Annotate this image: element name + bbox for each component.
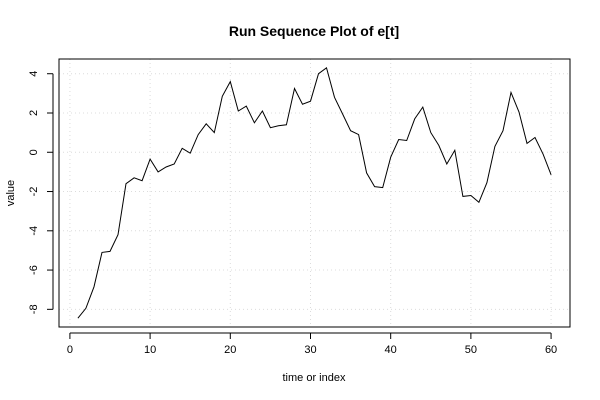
y-tick-label: -2 bbox=[28, 187, 40, 197]
x-tick-label: 50 bbox=[465, 344, 477, 356]
y-tick-label: 2 bbox=[28, 110, 40, 116]
y-tick-label: 0 bbox=[28, 149, 40, 155]
x-tick-label: 0 bbox=[67, 344, 73, 356]
series-line bbox=[77, 66, 552, 319]
chart-title: Run Sequence Plot of e[t] bbox=[229, 23, 399, 39]
x-tick-label: 20 bbox=[224, 344, 236, 356]
x-tick-label: 10 bbox=[144, 344, 156, 356]
y-axis-label: value bbox=[5, 180, 17, 206]
x-tick-label: 40 bbox=[385, 344, 397, 356]
y-tick-label: -8 bbox=[28, 304, 40, 314]
grid-lines bbox=[59, 59, 570, 327]
x-tick-label: 60 bbox=[545, 344, 557, 356]
y-axis: -8 -6 -4 -2 0 2 4 bbox=[28, 71, 54, 314]
y-tick-label: -6 bbox=[28, 265, 40, 275]
y-tick-label: 4 bbox=[28, 71, 40, 77]
x-tick-label: 30 bbox=[304, 344, 316, 356]
plot-area-frame bbox=[58, 58, 571, 328]
x-axis-label: time or index bbox=[283, 372, 346, 384]
x-axis: 0 10 20 30 40 50 60 bbox=[67, 332, 557, 356]
y-tick-label: -4 bbox=[28, 226, 40, 236]
